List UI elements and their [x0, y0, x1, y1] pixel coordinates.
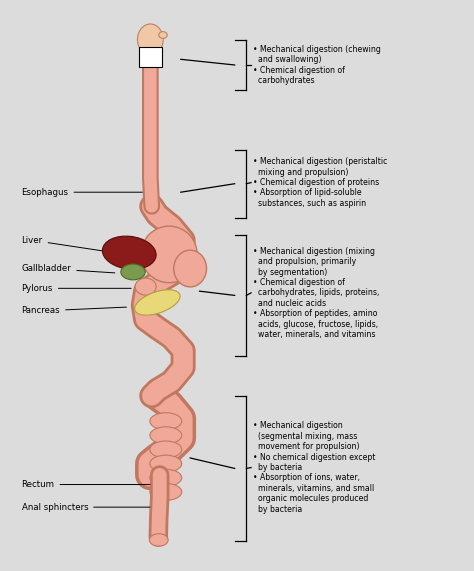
- Ellipse shape: [159, 31, 167, 38]
- Ellipse shape: [150, 484, 182, 500]
- Ellipse shape: [150, 469, 182, 486]
- Ellipse shape: [174, 250, 207, 287]
- Ellipse shape: [150, 427, 182, 444]
- Text: • Mechanical digestion (chewing
  and swallowing)
• Chemical digestion of
  carb: • Mechanical digestion (chewing and swal…: [254, 45, 381, 85]
- Text: Rectum: Rectum: [21, 480, 150, 489]
- Ellipse shape: [135, 278, 156, 295]
- Ellipse shape: [150, 455, 182, 472]
- Text: Esophagus: Esophagus: [21, 188, 143, 196]
- Ellipse shape: [141, 226, 197, 283]
- FancyArrowPatch shape: [158, 51, 160, 53]
- Ellipse shape: [150, 441, 182, 458]
- Text: Anal sphincters: Anal sphincters: [21, 502, 150, 512]
- Ellipse shape: [137, 24, 163, 55]
- FancyBboxPatch shape: [138, 47, 162, 67]
- Text: • Mechanical digestion (mixing
  and propulsion, primarily
  by segmentation)
• : • Mechanical digestion (mixing and propu…: [254, 247, 380, 339]
- Ellipse shape: [102, 236, 156, 270]
- Text: • Mechanical digestion
  (segmental mixing, mass
  movement for propulsion)
• No: • Mechanical digestion (segmental mixing…: [254, 421, 376, 514]
- Ellipse shape: [135, 289, 180, 315]
- Text: Pancreas: Pancreas: [21, 307, 127, 315]
- Text: Gallbladder: Gallbladder: [21, 264, 115, 273]
- Text: • Mechanical digestion (peristaltic
  mixing and propulsion)
• Chemical digestio: • Mechanical digestion (peristaltic mixi…: [254, 157, 388, 208]
- Text: Liver: Liver: [21, 236, 119, 254]
- Ellipse shape: [150, 413, 182, 430]
- Ellipse shape: [121, 264, 145, 280]
- Ellipse shape: [149, 534, 168, 546]
- Text: Pylorus: Pylorus: [21, 284, 131, 293]
